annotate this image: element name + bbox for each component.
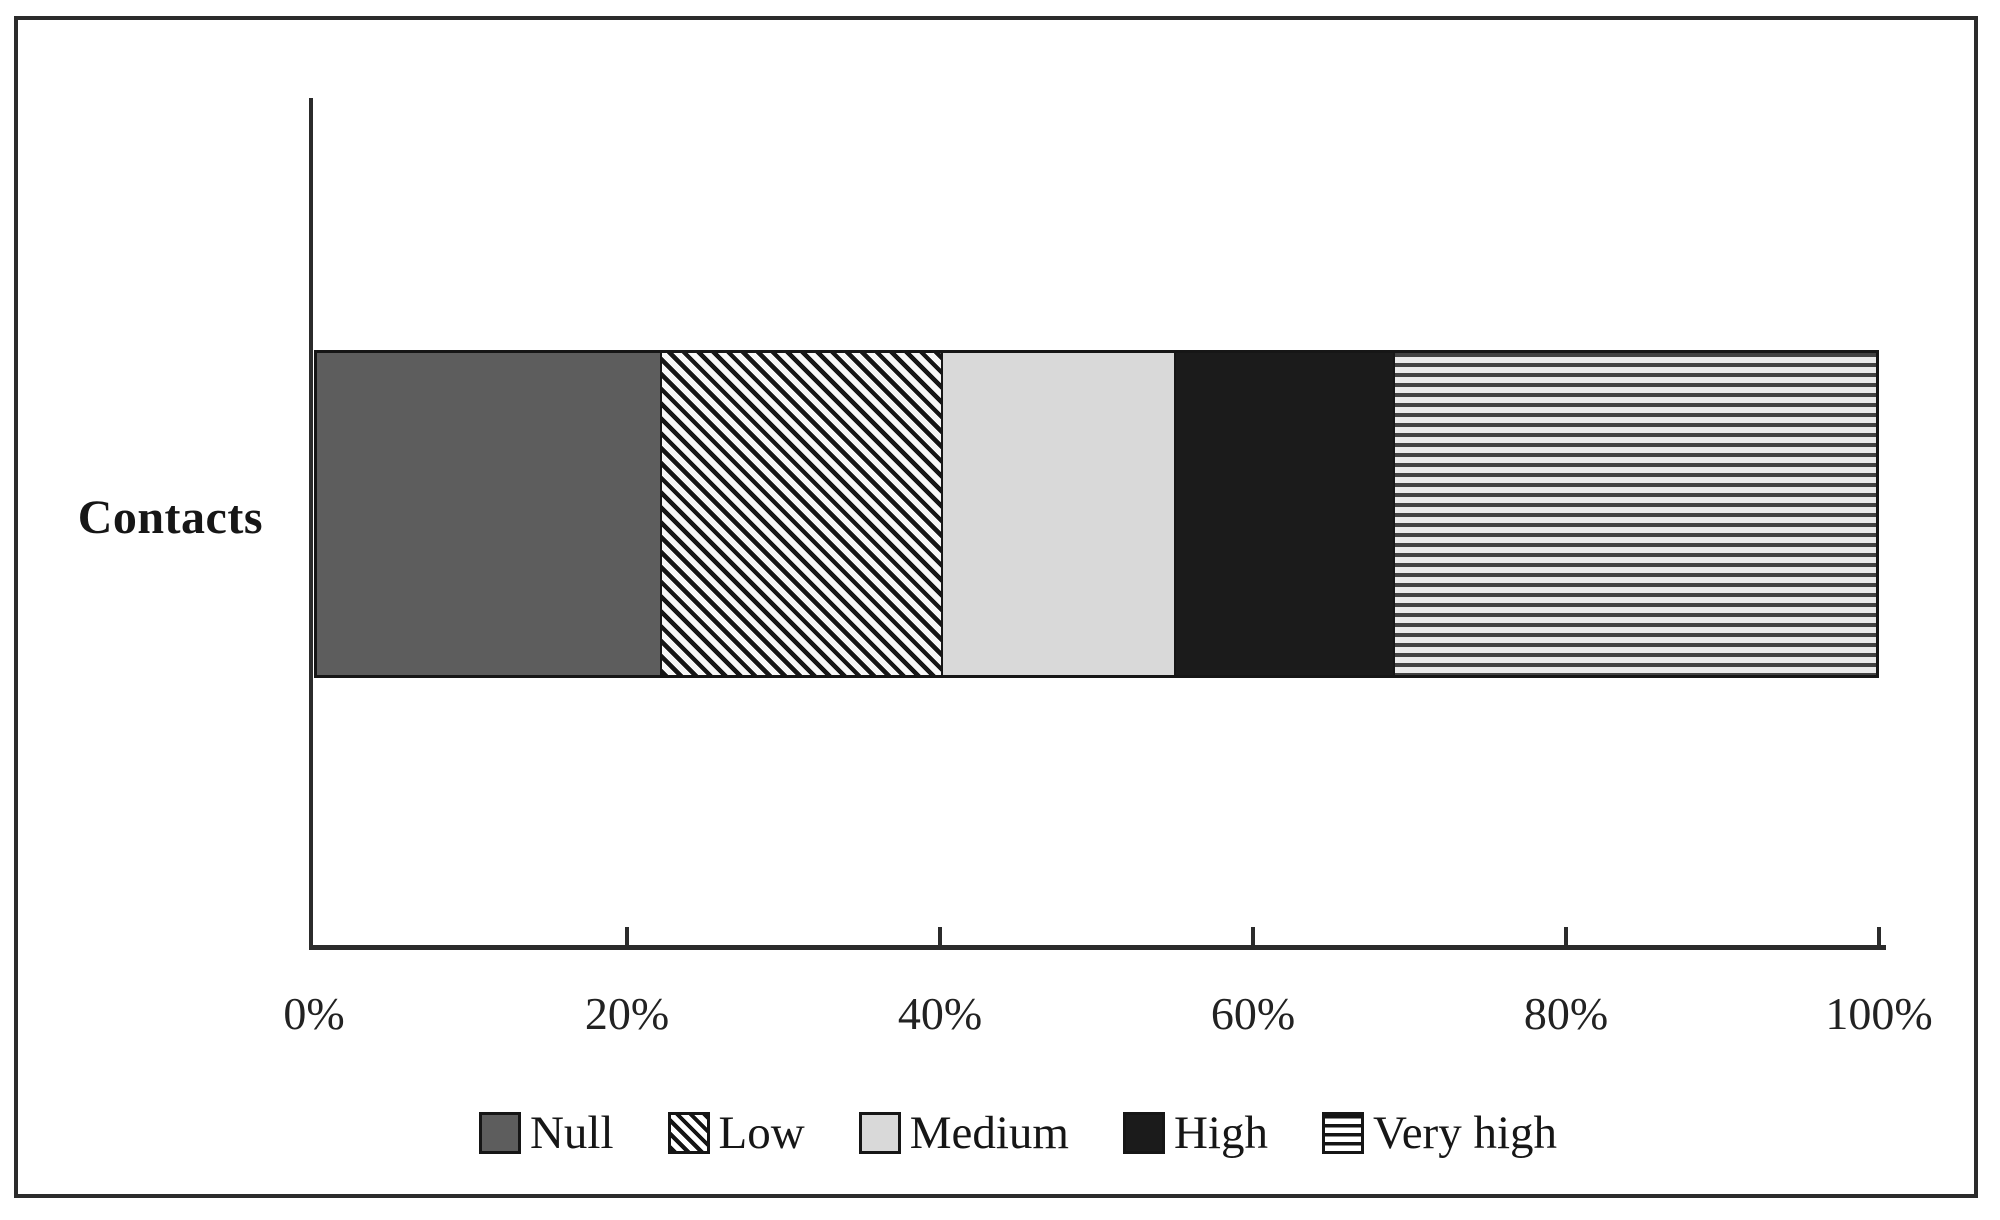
x-tick-label-20: 20%: [584, 988, 670, 1039]
legend-label-high: High: [1173, 1107, 1268, 1159]
legend-label-low: Low: [718, 1107, 805, 1159]
legend-swatch-null: [478, 1112, 521, 1154]
x-tick-40: [938, 927, 942, 945]
x-tick-80: [1564, 927, 1568, 945]
legend-item-low: Low: [667, 1103, 805, 1163]
chart-frame: Contacts 0% 20% 40% 60% 80% 100% Null Low Mediu…: [14, 16, 1978, 1198]
legend-label-null: Null: [529, 1107, 614, 1159]
category-label-contacts: Contacts: [77, 491, 263, 544]
legend-item-null: Null: [478, 1103, 614, 1163]
plot-area: [314, 98, 1881, 945]
bar-segment-high: [1174, 353, 1393, 675]
x-tick-label-0: 0%: [283, 988, 345, 1039]
x-tick-60: [1251, 927, 1255, 945]
legend-label-very-high: Very high: [1372, 1107, 1558, 1159]
bar-segment-null: [317, 353, 660, 675]
x-tick-label-40: 40%: [897, 988, 983, 1039]
stacked-bar-contacts: [314, 350, 1879, 678]
x-tick-100: [1877, 927, 1881, 945]
legend-swatch-low: [667, 1112, 710, 1154]
bar-segment-very-high: [1392, 353, 1876, 675]
legend-item-high: High: [1122, 1103, 1268, 1163]
legend: Null Low Medium High Very high: [18, 1098, 2000, 1168]
y-axis-line: [309, 98, 313, 949]
legend-swatch-very-high: [1321, 1112, 1364, 1154]
x-tick-label-100: 100%: [1825, 988, 1933, 1039]
legend-swatch-high: [1122, 1112, 1165, 1154]
legend-label-medium: Medium: [909, 1107, 1069, 1159]
x-tick-label-60: 60%: [1210, 988, 1296, 1039]
legend-item-very-high: Very high: [1321, 1103, 1558, 1163]
x-tick-20: [625, 927, 629, 945]
legend-item-medium: Medium: [858, 1103, 1069, 1163]
x-axis-line: [309, 945, 1886, 950]
bar-segment-low: [659, 353, 941, 675]
legend-swatch-medium: [858, 1112, 901, 1154]
bar-segment-medium: [940, 353, 1175, 675]
x-axis-labels: 0% 20% 40% 60% 80% 100%: [283, 986, 1932, 1046]
x-tick-label-80: 80%: [1523, 988, 1609, 1039]
